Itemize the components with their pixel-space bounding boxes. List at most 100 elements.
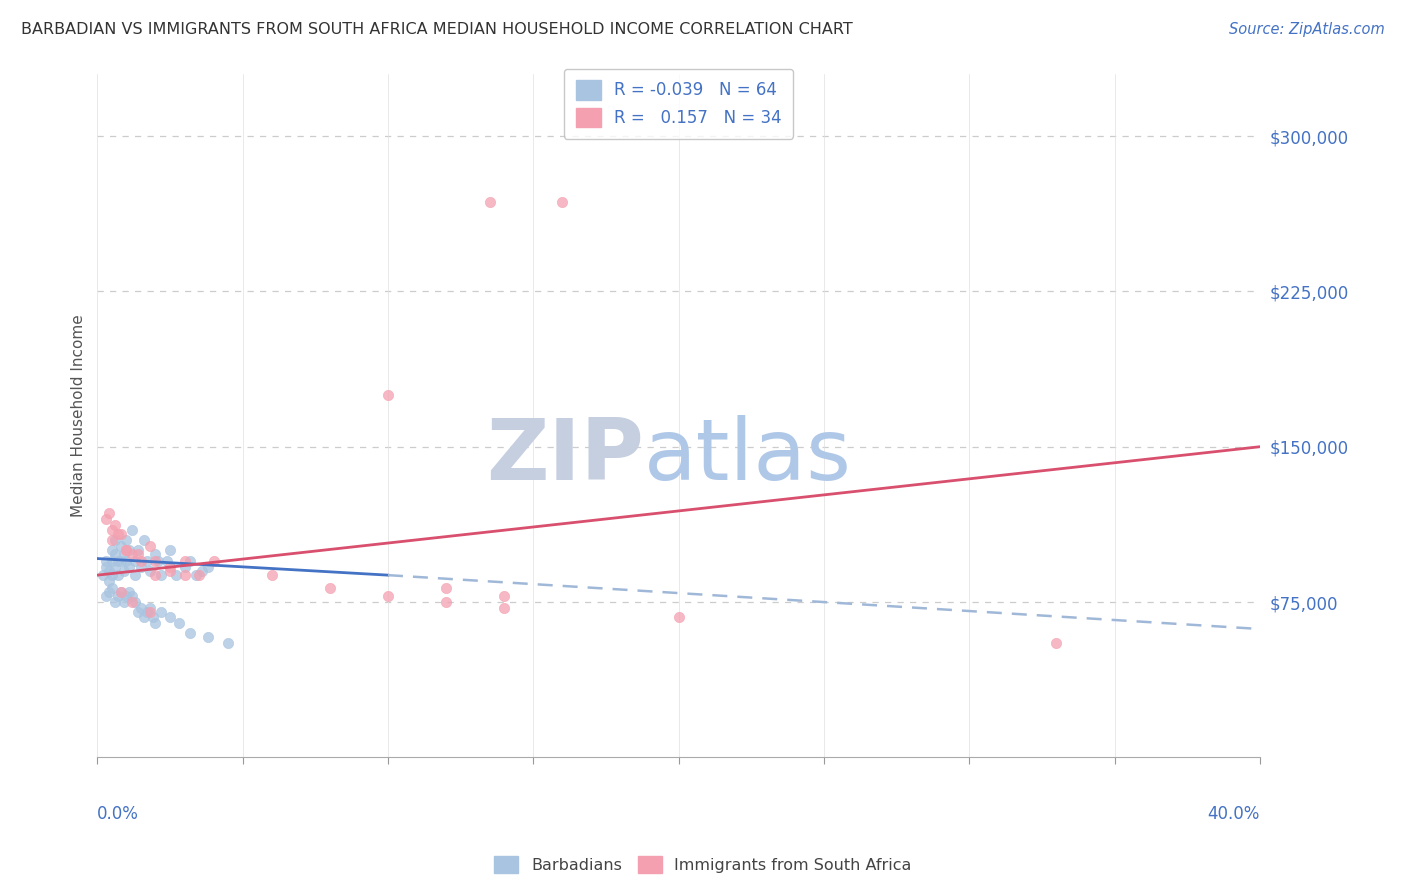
Point: [145, 554, 167, 568]
Legend: R = -0.039   N = 64, R =   0.157   N = 34: R = -0.039 N = 64, R = 0.157 N = 34: [564, 69, 793, 139]
Point: [101, 543, 124, 558]
Point: [173, 568, 195, 582]
Point: [107, 568, 129, 582]
Point: [377, 589, 399, 603]
Point: [159, 543, 181, 558]
Point: [127, 548, 149, 562]
Point: [167, 615, 190, 630]
Point: [112, 595, 135, 609]
Point: [104, 595, 127, 609]
Point: [494, 589, 516, 603]
Point: [668, 609, 690, 624]
Point: [173, 559, 195, 574]
Point: [142, 609, 165, 624]
Point: [121, 523, 143, 537]
Text: Source: ZipAtlas.com: Source: ZipAtlas.com: [1229, 22, 1385, 37]
Point: [121, 595, 143, 609]
Point: [94, 559, 117, 574]
Legend: Barbadians, Immigrants from South Africa: Barbadians, Immigrants from South Africa: [488, 849, 918, 880]
Point: [127, 543, 149, 558]
Point: [156, 554, 179, 568]
Point: [191, 564, 214, 578]
Point: [110, 584, 132, 599]
Point: [1045, 636, 1067, 650]
Point: [115, 543, 138, 558]
Point: [188, 568, 211, 582]
Point: [98, 574, 121, 589]
Point: [94, 589, 117, 603]
Point: [124, 568, 146, 582]
Point: [197, 630, 219, 644]
Point: [145, 548, 167, 562]
Point: [124, 554, 146, 568]
Point: [173, 554, 195, 568]
Point: [129, 559, 152, 574]
Point: [121, 589, 143, 603]
Point: [94, 512, 117, 526]
Point: [98, 584, 121, 599]
Point: [132, 609, 155, 624]
Point: [115, 543, 138, 558]
Point: [260, 568, 283, 582]
Point: [104, 559, 127, 574]
Point: [129, 554, 152, 568]
Point: [101, 523, 124, 537]
Point: [494, 601, 516, 615]
Point: [112, 564, 135, 578]
Point: [91, 568, 114, 582]
Point: [145, 615, 167, 630]
Point: [110, 584, 132, 599]
Point: [118, 543, 141, 558]
Point: [135, 606, 157, 620]
Point: [148, 554, 170, 568]
Point: [110, 539, 132, 553]
Point: [159, 564, 181, 578]
Point: [551, 195, 574, 210]
Point: [138, 606, 160, 620]
Text: ZIP: ZIP: [486, 415, 644, 498]
Point: [138, 601, 160, 615]
Point: [101, 568, 124, 582]
Point: [104, 518, 127, 533]
Point: [112, 548, 135, 562]
Point: [127, 606, 149, 620]
Point: [124, 595, 146, 609]
Point: [107, 554, 129, 568]
Point: [121, 548, 143, 562]
Point: [165, 568, 187, 582]
Text: atlas: atlas: [644, 415, 852, 498]
Point: [101, 533, 124, 547]
Point: [138, 539, 160, 553]
Point: [202, 554, 225, 568]
Point: [115, 589, 138, 603]
Point: [138, 564, 160, 578]
Text: 40.0%: 40.0%: [1208, 805, 1260, 823]
Point: [98, 506, 121, 520]
Point: [186, 568, 208, 582]
Text: BARBADIAN VS IMMIGRANTS FROM SOUTH AFRICA MEDIAN HOUSEHOLD INCOME CORRELATION CH: BARBADIAN VS IMMIGRANTS FROM SOUTH AFRIC…: [21, 22, 853, 37]
Point: [197, 559, 219, 574]
Point: [150, 568, 173, 582]
Point: [129, 601, 152, 615]
Point: [107, 589, 129, 603]
Point: [377, 388, 399, 402]
Point: [98, 564, 121, 578]
Y-axis label: Median Household Income: Median Household Income: [72, 314, 86, 517]
Point: [159, 609, 181, 624]
Point: [118, 559, 141, 574]
Point: [179, 554, 201, 568]
Point: [115, 554, 138, 568]
Point: [159, 559, 181, 574]
Point: [150, 606, 173, 620]
Point: [101, 554, 124, 568]
Point: [135, 554, 157, 568]
Point: [145, 568, 167, 582]
Point: [434, 581, 457, 595]
Point: [101, 581, 124, 595]
Point: [115, 533, 138, 547]
Point: [118, 584, 141, 599]
Point: [132, 533, 155, 547]
Point: [104, 548, 127, 562]
Point: [434, 595, 457, 609]
Point: [179, 626, 201, 640]
